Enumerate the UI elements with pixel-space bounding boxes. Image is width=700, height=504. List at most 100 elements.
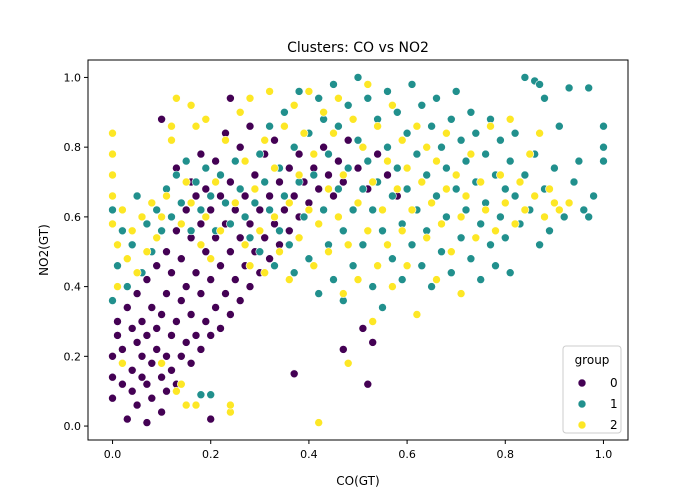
- point-group-0: [373, 149, 382, 159]
- point-group-1: [338, 226, 348, 236]
- point-group-1: [284, 240, 294, 250]
- point-group-0: [265, 254, 274, 264]
- point-group-2: [191, 400, 201, 410]
- point-group-0: [245, 282, 255, 291]
- legend-marker-2: [577, 420, 587, 430]
- point-group-1: [353, 73, 363, 82]
- point-group-1: [334, 184, 343, 194]
- point-group-1: [505, 268, 515, 278]
- point-group-2: [309, 261, 319, 271]
- point-group-0: [191, 331, 201, 340]
- point-group-0: [260, 233, 270, 243]
- point-group-1: [412, 149, 422, 159]
- point-group-2: [338, 170, 348, 180]
- point-group-2: [535, 128, 544, 138]
- point-group-0: [206, 205, 215, 215]
- point-group-1: [255, 149, 265, 159]
- point-group-1: [456, 135, 466, 145]
- point-group-0: [167, 331, 176, 340]
- point-group-2: [338, 289, 348, 298]
- point-group-0: [152, 261, 161, 271]
- point-group-1: [368, 282, 378, 291]
- point-group-0: [142, 275, 152, 284]
- point-group-2: [442, 128, 451, 138]
- point-group-2: [216, 226, 225, 236]
- point-group-2: [373, 121, 382, 131]
- point-group-1: [584, 83, 594, 93]
- point-group-2: [284, 198, 294, 208]
- axes-frame: [87, 59, 629, 441]
- point-group-2: [201, 212, 211, 222]
- point-group-2: [108, 219, 117, 229]
- point-group-1: [221, 198, 230, 208]
- point-group-2: [397, 135, 407, 145]
- point-group-1: [196, 390, 206, 400]
- point-group-1: [407, 80, 417, 89]
- point-group-2: [334, 94, 343, 103]
- point-group-0: [289, 369, 299, 379]
- point-group-0: [142, 331, 152, 340]
- point-group-1: [353, 135, 363, 145]
- point-group-0: [181, 338, 191, 347]
- point-group-1: [446, 115, 456, 124]
- point-group-2: [157, 358, 166, 368]
- point-group-0: [275, 177, 284, 187]
- point-group-2: [397, 226, 407, 236]
- point-group-1: [250, 198, 260, 208]
- point-group-2: [162, 191, 171, 201]
- point-group-2: [250, 184, 260, 194]
- point-group-2: [245, 94, 255, 103]
- point-group-0: [132, 289, 142, 298]
- point-group-1: [397, 275, 407, 284]
- point-group-1: [392, 108, 402, 117]
- point-group-1: [118, 226, 127, 236]
- point-group-1: [324, 149, 333, 159]
- point-group-1: [383, 87, 392, 96]
- point-group-2: [314, 418, 324, 427]
- point-group-1: [368, 205, 378, 215]
- point-group-0: [181, 205, 191, 215]
- point-group-2: [378, 205, 387, 215]
- point-group-0: [191, 191, 201, 201]
- point-group-0: [196, 345, 206, 354]
- point-group-0: [123, 303, 132, 312]
- point-group-1: [520, 73, 530, 82]
- point-group-2: [108, 149, 117, 159]
- point-group-0: [329, 191, 338, 201]
- point-group-1: [231, 156, 240, 166]
- point-group-1: [294, 87, 304, 96]
- point-group-1: [383, 142, 392, 152]
- point-group-1: [446, 268, 456, 278]
- y-tick-label: 1.0: [64, 71, 82, 84]
- point-group-2: [515, 177, 525, 187]
- point-group-1: [363, 94, 373, 103]
- point-group-0: [334, 156, 343, 166]
- point-group-2: [368, 177, 378, 187]
- point-group-0: [206, 414, 215, 424]
- y-tick-label: 0.8: [64, 141, 82, 154]
- point-group-2: [402, 163, 412, 173]
- point-group-0: [226, 310, 235, 319]
- point-group-1: [471, 128, 481, 138]
- point-group-2: [540, 212, 549, 222]
- point-group-1: [486, 240, 495, 250]
- point-group-1: [456, 233, 466, 243]
- point-group-2: [260, 135, 270, 145]
- point-group-2: [127, 226, 137, 236]
- point-group-2: [412, 121, 422, 131]
- point-group-1: [427, 121, 436, 131]
- point-group-2: [294, 233, 304, 243]
- point-group-0: [338, 345, 348, 354]
- point-group-2: [270, 212, 279, 222]
- point-group-0: [280, 205, 289, 215]
- point-group-2: [118, 205, 127, 215]
- point-group-0: [235, 233, 245, 243]
- y-tick-label: 0.0: [64, 420, 82, 433]
- point-group-0: [162, 247, 171, 256]
- point-group-0: [108, 351, 117, 361]
- point-group-0: [216, 261, 225, 271]
- point-group-0: [127, 324, 137, 333]
- point-group-0: [186, 358, 196, 368]
- point-group-1: [505, 156, 515, 166]
- point-group-1: [157, 226, 166, 236]
